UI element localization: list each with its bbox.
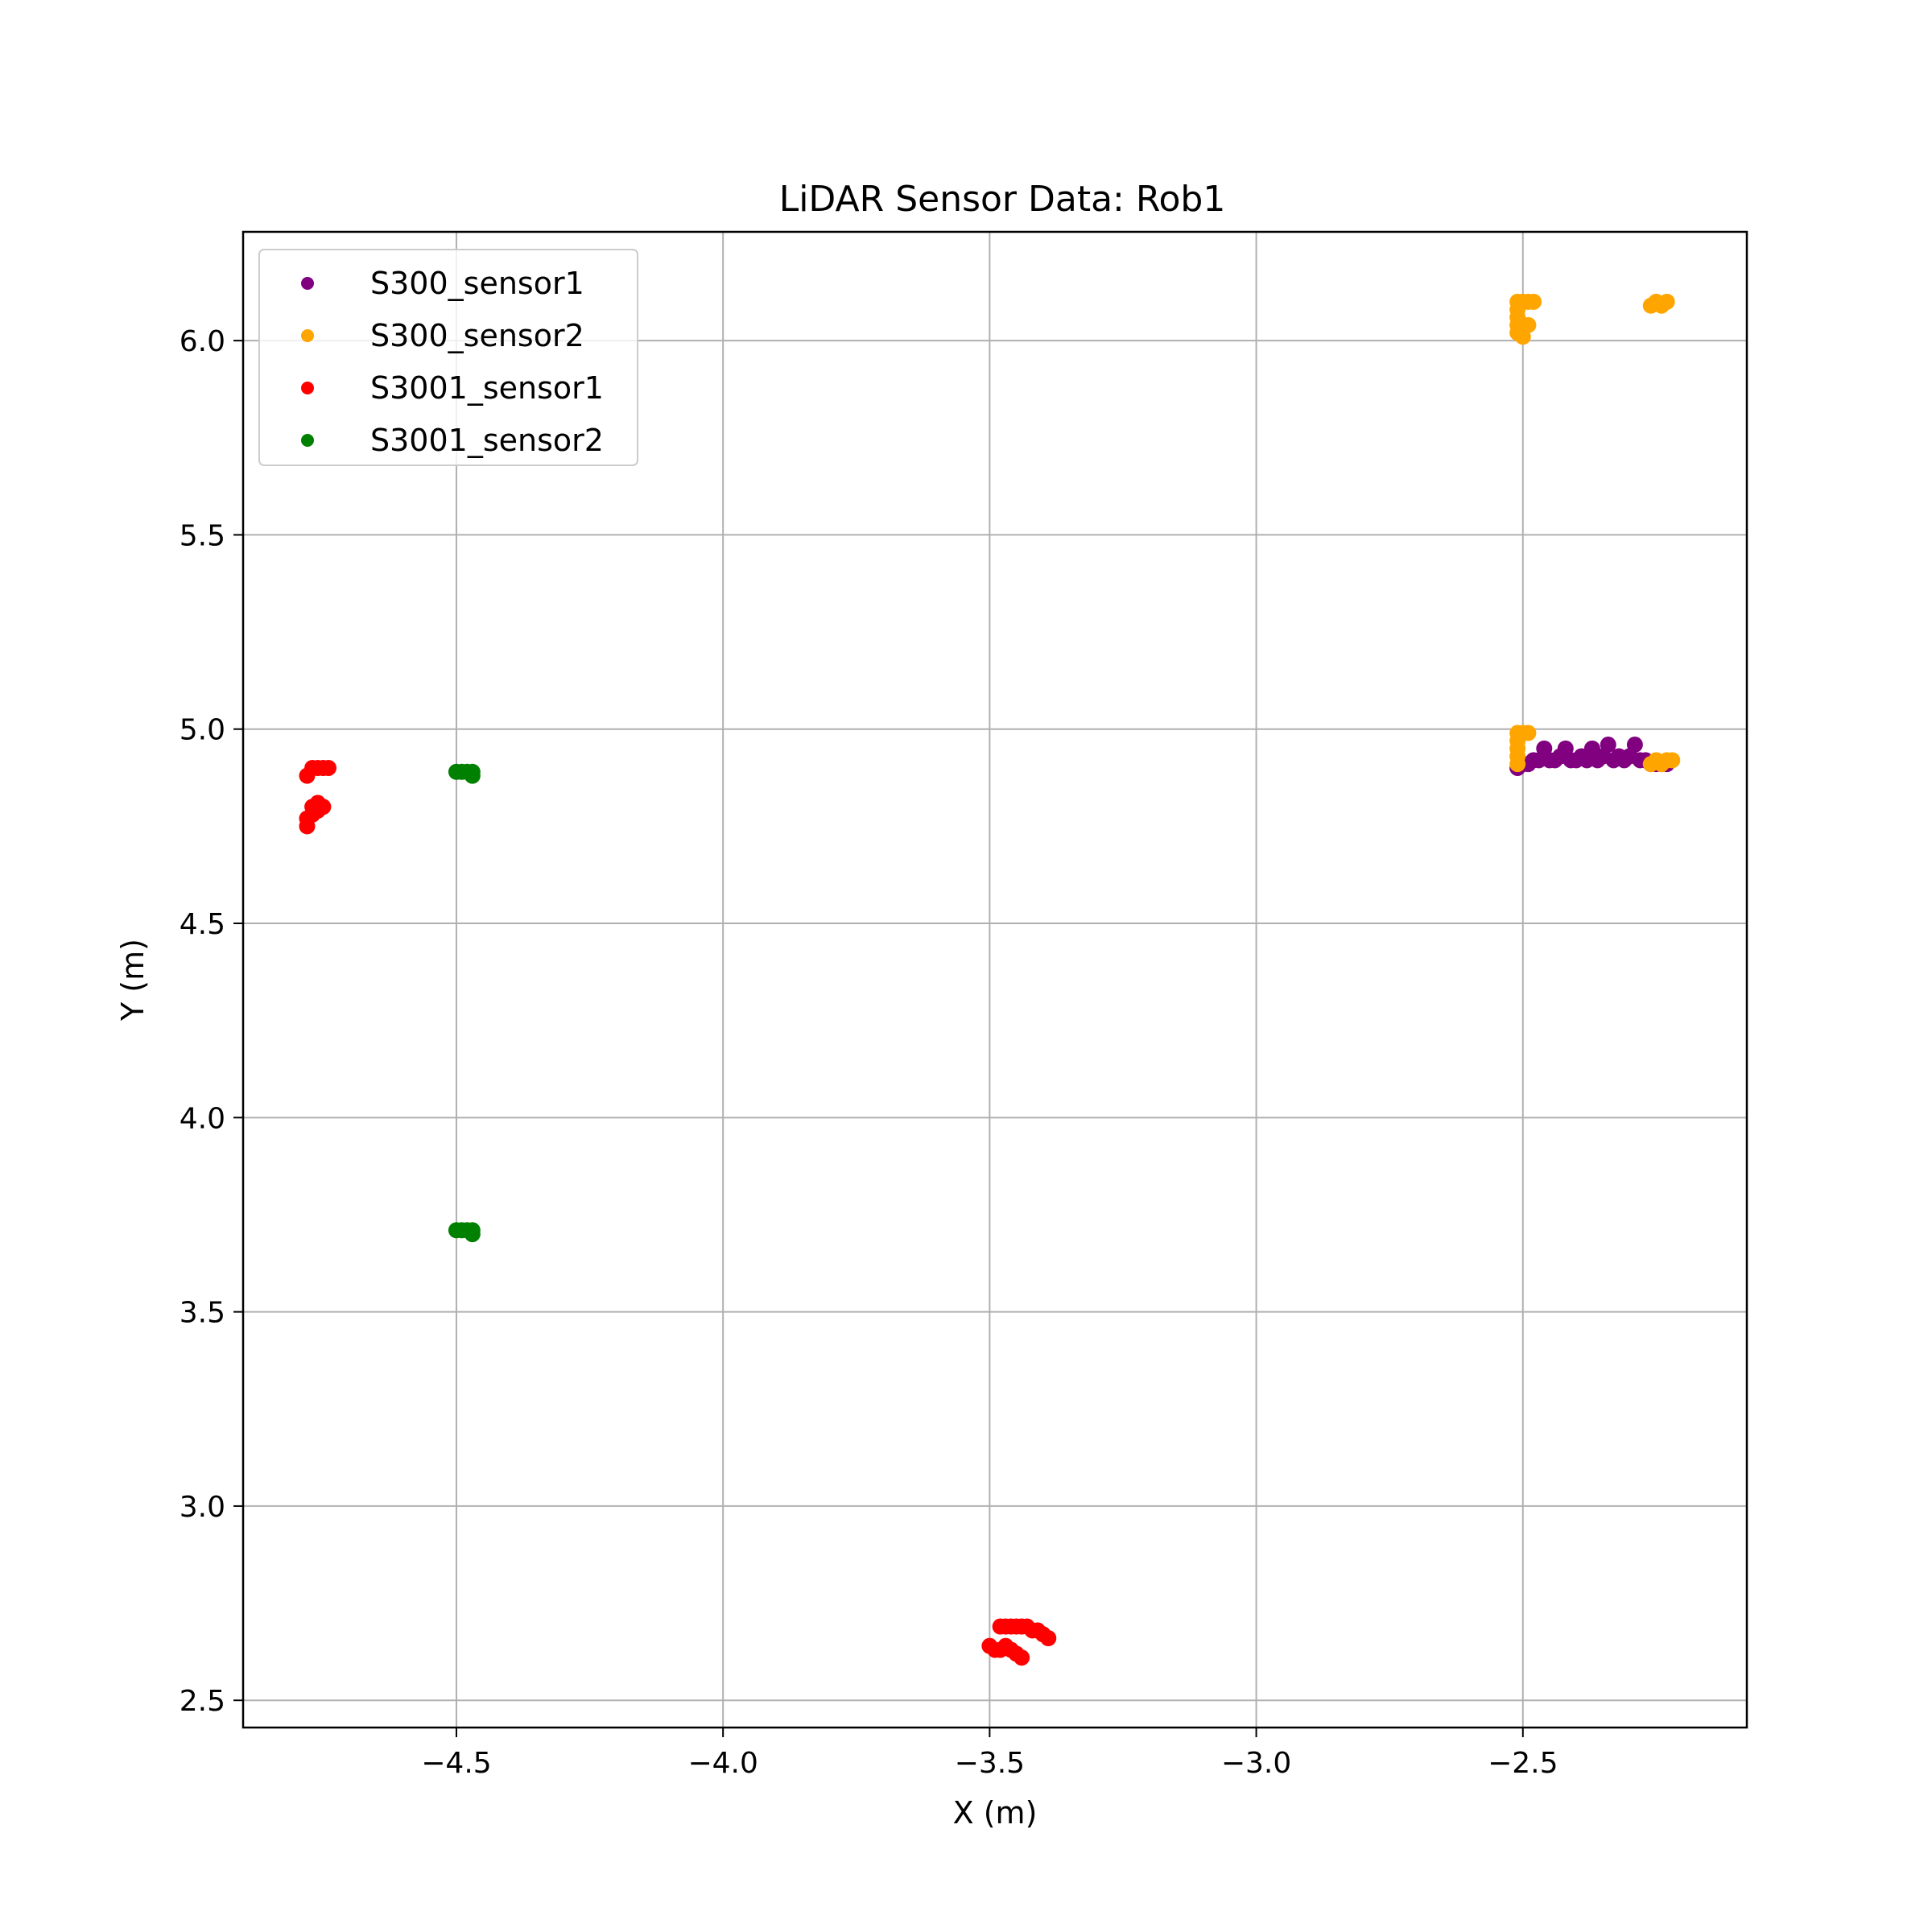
x-axis-title: X (m)	[953, 1795, 1038, 1831]
series-S300_sensor2	[1509, 293, 1681, 773]
data-point	[464, 1226, 481, 1243]
data-point	[1525, 293, 1542, 310]
legend: S300_sensor1 S300_sensor2 S3001_sensor1 S30…	[258, 249, 638, 466]
data-point	[1509, 756, 1526, 773]
data-point	[320, 759, 336, 776]
legend-entry: S300_sensor1	[301, 266, 584, 301]
x-axis: −4.5 −4.0 −3.5 −3.0 −2.5	[421, 1728, 1558, 1780]
y-tick-label: 6.0	[180, 325, 225, 358]
y-tick-label: 3.5	[180, 1297, 225, 1330]
legend-label: S3001_sensor1	[370, 370, 604, 406]
y-tick-label: 5.5	[180, 519, 225, 552]
x-tick-label: −3.5	[955, 1747, 1025, 1780]
legend-frame	[258, 249, 638, 466]
legend-entry: S300_sensor2	[301, 318, 584, 353]
data-point	[1520, 316, 1537, 333]
series-S3001_sensor2	[448, 763, 481, 1243]
data-point	[315, 799, 332, 815]
x-tick-label: −4.0	[687, 1747, 758, 1780]
data-point	[1626, 737, 1643, 753]
y-axis-title: Y (m)	[115, 939, 151, 1022]
x-tick-label: −2.5	[1488, 1747, 1558, 1780]
legend-marker	[301, 329, 314, 342]
data-point	[1520, 724, 1537, 741]
data-point	[1600, 737, 1616, 753]
data-point	[464, 767, 481, 784]
data-point	[1040, 1630, 1057, 1647]
legend-entry: S3001_sensor1	[301, 370, 604, 406]
data-points	[299, 293, 1681, 1666]
y-axis: 2.5 3.0 3.5 4.0 4.5 5.0 5.5 6.0	[180, 325, 243, 1718]
legend-label: S300_sensor1	[370, 266, 584, 301]
legend-marker	[301, 277, 314, 290]
x-tick-label: −4.5	[421, 1747, 491, 1780]
data-point	[1658, 293, 1675, 310]
legend-entry: S3001_sensor2	[301, 423, 604, 458]
legend-marker	[301, 434, 314, 447]
grid	[243, 232, 1747, 1728]
series-S3001_sensor1	[299, 759, 1057, 1666]
y-tick-label: 4.5	[180, 908, 225, 941]
y-tick-label: 4.0	[180, 1102, 225, 1135]
data-point	[1013, 1649, 1030, 1666]
y-tick-label: 2.5	[180, 1685, 225, 1718]
chart-title: LiDAR Sensor Data: Rob1	[779, 179, 1226, 220]
y-tick-label: 5.0	[180, 714, 225, 747]
legend-label: S3001_sensor2	[370, 423, 604, 458]
legend-label: S300_sensor2	[370, 318, 584, 353]
data-point	[1664, 752, 1681, 769]
legend-marker	[301, 382, 314, 394]
plot-frame	[242, 230, 1748, 1729]
y-tick-label: 3.0	[180, 1491, 225, 1524]
x-tick-label: −3.0	[1221, 1747, 1291, 1780]
